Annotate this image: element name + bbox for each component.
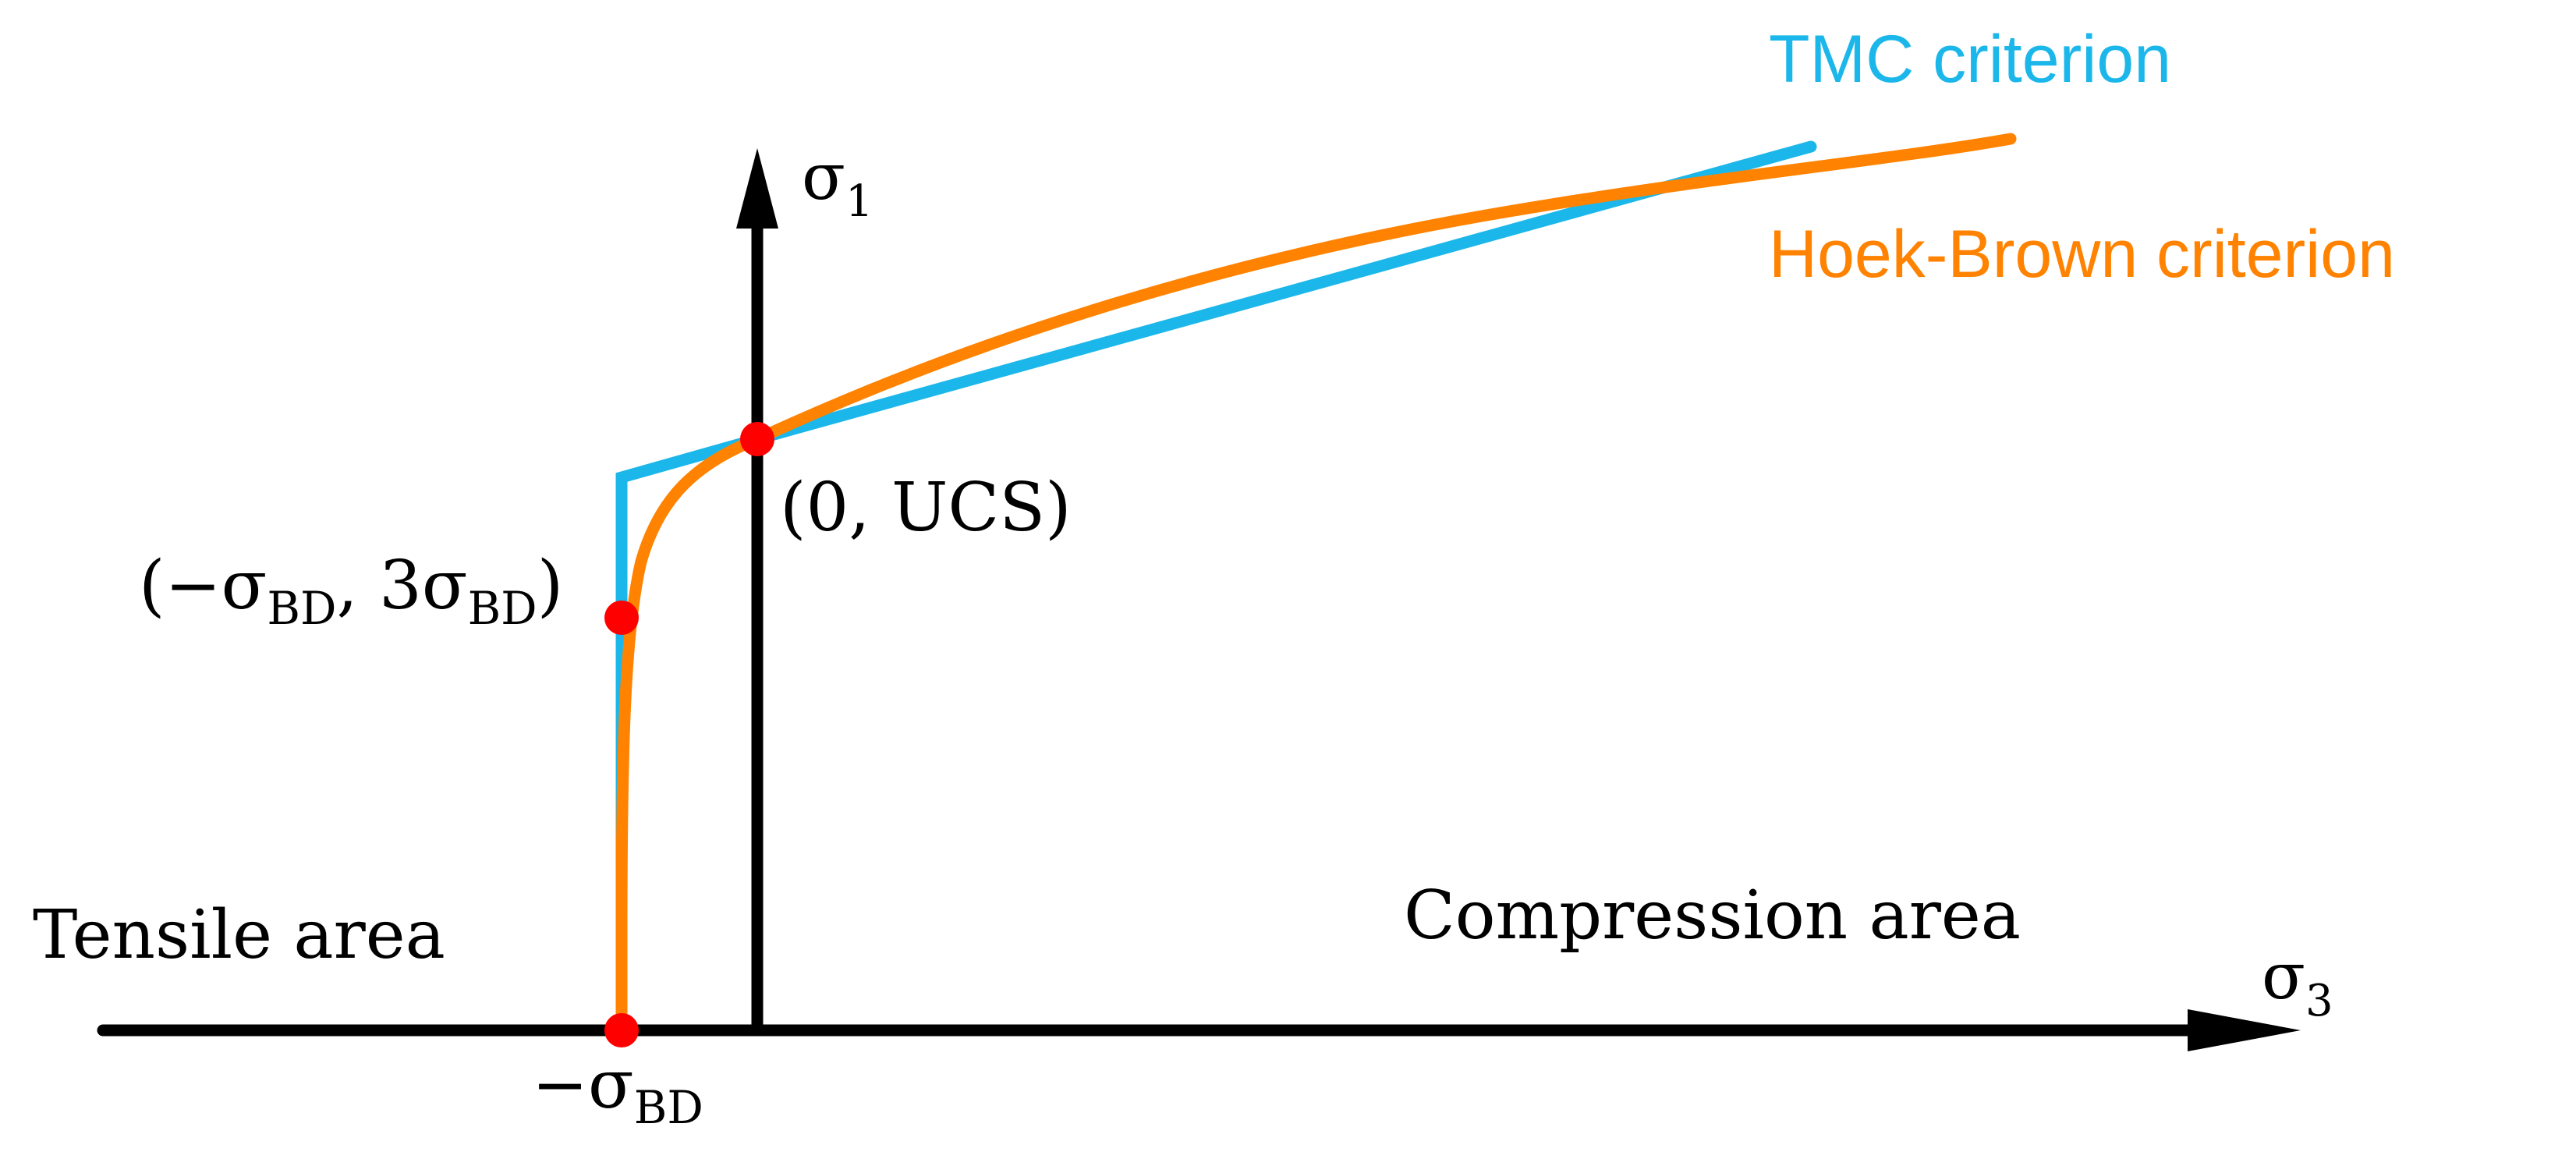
compression-area-label: Compression area	[1404, 877, 2021, 955]
hoek-brown-curve	[615, 133, 2017, 1037]
point-ucs-label: (0, UCS)	[780, 469, 1072, 547]
legend-tmc: TMC criterion	[1769, 22, 2171, 97]
sigma3-label: σ3	[2262, 940, 2333, 1026]
point-neg-sigma-bd	[604, 1013, 639, 1047]
axes	[97, 148, 2301, 1051]
sigma1-arrowhead	[736, 148, 778, 229]
point-bd-label: −σBD	[532, 1046, 703, 1134]
point-neg-sigma-bd-3sigma-bd	[604, 601, 639, 635]
point-mid-label: (−σBD, 3σBD)	[139, 547, 563, 635]
sigma3-arrowhead	[2188, 1009, 2301, 1051]
sigma1-label: σ1	[802, 140, 873, 227]
tensile-area-label: Tensile area	[33, 896, 445, 974]
legend-hoek-brown: Hoek-Brown criterion	[1769, 217, 2395, 292]
point-zero-ucs	[740, 422, 774, 456]
points	[604, 422, 774, 1047]
